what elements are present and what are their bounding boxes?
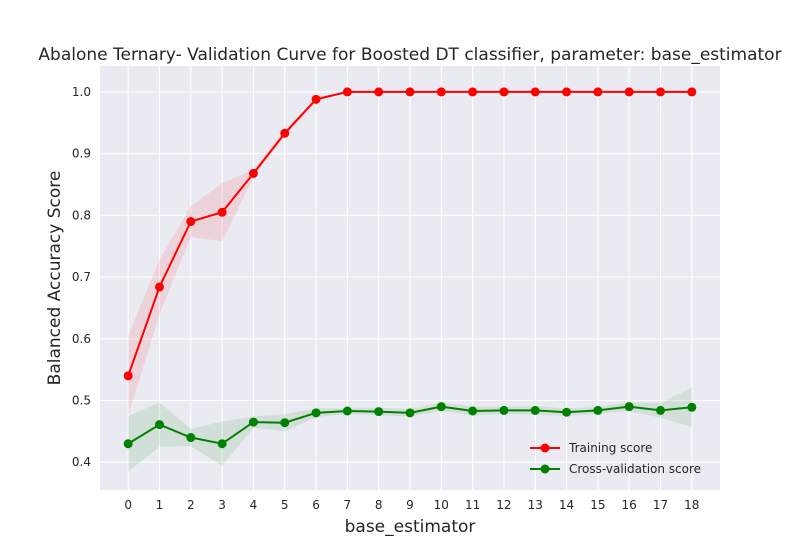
cross-validation-score-point bbox=[687, 402, 697, 412]
training-score-point bbox=[499, 87, 509, 97]
x-tick-label: 18 bbox=[684, 498, 699, 512]
cross-validation-score-point bbox=[656, 405, 666, 415]
cross-validation-score-point bbox=[154, 420, 164, 430]
training-score-point bbox=[656, 87, 666, 97]
training-score-point bbox=[530, 87, 540, 97]
legend-training-label: Training score bbox=[568, 441, 652, 455]
y-tick-labels: 0.4 0.5 0.6 0.7 0.8 0.9 1.0 bbox=[72, 85, 91, 469]
training-score-point bbox=[436, 87, 446, 97]
legend-item-cross-validation: Cross-validation score bbox=[530, 462, 701, 476]
cross-validation-score-point bbox=[280, 418, 290, 428]
training-score-point bbox=[374, 87, 384, 97]
cross-validation-score-point bbox=[248, 417, 258, 427]
training-score-point bbox=[280, 128, 290, 138]
x-tick-label: 7 bbox=[344, 498, 352, 512]
legend-cv-marker bbox=[540, 464, 550, 474]
x-tick-label: 5 bbox=[281, 498, 289, 512]
cross-validation-score-point bbox=[342, 406, 352, 416]
x-axis-label: base_estimator bbox=[345, 517, 476, 537]
training-score-point bbox=[687, 87, 697, 97]
x-tick-label: 6 bbox=[312, 498, 320, 512]
x-tick-label: 10 bbox=[434, 498, 449, 512]
x-tick-label: 11 bbox=[465, 498, 480, 512]
cross-validation-score-point bbox=[624, 402, 634, 412]
training-score-point bbox=[123, 371, 133, 381]
training-score-point bbox=[311, 94, 321, 104]
cross-validation-score-point bbox=[436, 402, 446, 412]
training-score-point bbox=[154, 282, 164, 292]
y-tick-label: 0.8 bbox=[72, 208, 91, 222]
x-tick-label: 17 bbox=[653, 498, 668, 512]
cross-validation-score-point bbox=[530, 405, 540, 415]
legend-item-training: Training score bbox=[530, 441, 652, 455]
x-tick-label: 8 bbox=[375, 498, 383, 512]
confidence-bands bbox=[128, 91, 692, 472]
y-tick-label: 0.5 bbox=[72, 394, 91, 408]
training-score-point bbox=[468, 87, 478, 97]
x-tick-label: 4 bbox=[250, 498, 258, 512]
x-tick-label: 13 bbox=[528, 498, 543, 512]
cross-validation-score-band bbox=[128, 387, 692, 472]
cross-validation-score-point bbox=[374, 407, 384, 417]
training-score-point bbox=[248, 168, 258, 178]
x-tick-label: 15 bbox=[590, 498, 605, 512]
y-tick-label: 0.6 bbox=[72, 332, 91, 346]
legend-cv-label: Cross-validation score bbox=[569, 462, 701, 476]
cross-validation-score-point bbox=[468, 406, 478, 416]
cross-validation-score-point bbox=[593, 405, 603, 415]
x-tick-label: 1 bbox=[156, 498, 164, 512]
y-tick-label: 1.0 bbox=[72, 85, 91, 99]
y-tick-label: 0.4 bbox=[72, 455, 91, 469]
cross-validation-score-point bbox=[405, 408, 415, 418]
x-tick-labels: 0 1 2 3 4 5 6 7 8 9 10 11 12 13 14 15 16 17 18 bbox=[124, 498, 699, 512]
training-score-point bbox=[186, 217, 196, 227]
y-axis-label: Balanced Accuracy Score bbox=[45, 171, 65, 386]
series-points bbox=[123, 87, 697, 449]
cross-validation-score-point bbox=[123, 439, 133, 449]
x-tick-label: 16 bbox=[622, 498, 637, 512]
cross-validation-score-point bbox=[186, 433, 196, 443]
y-tick-label: 0.9 bbox=[72, 147, 91, 161]
x-tick-label: 3 bbox=[218, 498, 226, 512]
x-tick-label: 9 bbox=[406, 498, 414, 512]
legend-training-marker bbox=[540, 443, 550, 453]
y-tick-label: 0.7 bbox=[72, 270, 91, 284]
legend: Training score Cross-validation score bbox=[530, 441, 701, 476]
x-tick-label: 14 bbox=[559, 498, 574, 512]
training-score-point bbox=[624, 87, 634, 97]
x-tick-label: 0 bbox=[124, 498, 132, 512]
cross-validation-score-point bbox=[217, 439, 227, 449]
chart-title: Abalone Ternary- Validation Curve for Bo… bbox=[38, 45, 781, 65]
training-score-point bbox=[562, 87, 572, 97]
cross-validation-score-point bbox=[311, 408, 321, 418]
training-score-point bbox=[217, 207, 227, 217]
training-score-point bbox=[342, 87, 352, 97]
training-score-point bbox=[405, 87, 415, 97]
cross-validation-score-point bbox=[499, 405, 509, 415]
x-tick-label: 12 bbox=[496, 498, 511, 512]
training-score-point bbox=[593, 87, 603, 97]
x-tick-label: 2 bbox=[187, 498, 195, 512]
cross-validation-score-point bbox=[562, 407, 572, 417]
